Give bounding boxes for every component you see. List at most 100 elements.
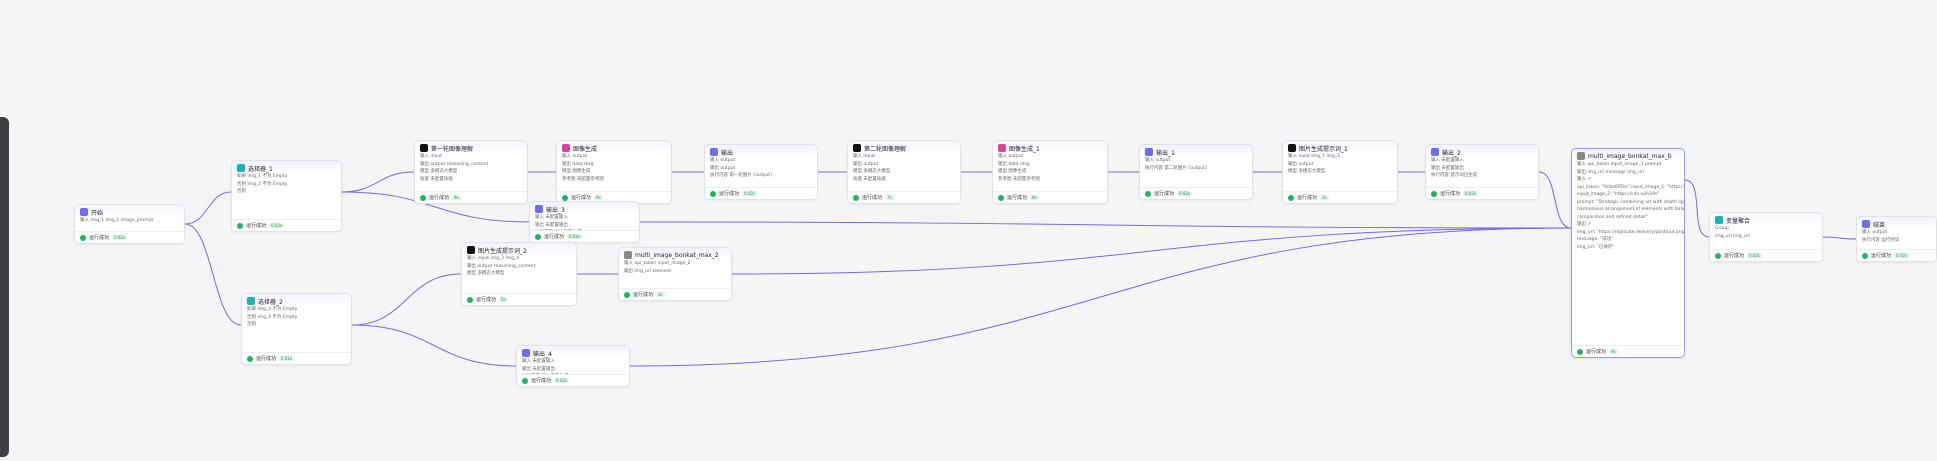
node[interactable]: 开始 输入 img_1 img_2 image_prompt 运行成功 0.02s — [74, 204, 185, 244]
node-row: input_image_2: "https://cdn-ai/h29s" — [1577, 192, 1660, 197]
node-row: 输出 未配置输出 — [1431, 165, 1464, 171]
node-icon — [1288, 144, 1296, 152]
node-row: 输入 output — [562, 154, 588, 159]
status-text: 运行成功 — [571, 195, 592, 201]
node[interactable]: multi_image_bonkat_max_b 输入 api_token inp… — [1571, 148, 1685, 358]
node-header: 输出_3 — [530, 202, 639, 214]
node-title: multi_image_bonkat_max_b — [1588, 152, 1672, 160]
node-header: 选择器_2 — [242, 294, 351, 306]
node-title: 输出_4 — [533, 350, 552, 358]
status-icon — [467, 296, 473, 303]
node-row: 模型 图像生成 — [562, 169, 591, 174]
node-status: 运行成功 9s — [993, 191, 1107, 203]
node[interactable]: multi_image_bonkat_max_2 输入 api_token inp… — [618, 247, 732, 301]
node-row: 输入 img_1 img_2 image_prompt — [80, 218, 154, 223]
node-row: 输入 input img_3 img_4 — [467, 256, 520, 261]
status-text: 运行成功 — [429, 195, 450, 201]
node-row: 输入 input img_1 img_2 — [1288, 154, 1341, 159]
node[interactable]: 图片生成提示词_1 输入 input img_1 img_2 输出 output 模型… — [1282, 140, 1398, 204]
node[interactable]: 图片生成提示词_2 输入 input img_3 img_4 输出 output r… — [461, 242, 577, 306]
node-status: 运行成功 0.02s — [242, 352, 351, 364]
time-badge: 0.02s — [1894, 253, 1910, 258]
status-icon — [1288, 194, 1294, 201]
node[interactable]: 选择器_2 如果 img_3 不为 Empty 否则 img_4 不为 Empty 否… — [241, 293, 352, 365]
node-title: 第一轮图像理解 — [431, 145, 474, 153]
time-badge: 0.02s — [567, 234, 583, 239]
node-row: 如果 img_1 不为 Empty — [237, 174, 288, 179]
node[interactable]: 第一轮图像理解 输入 input 输出 output reasoning_conte… — [414, 140, 528, 204]
node-icon — [420, 144, 428, 152]
status-text: 运行成功 — [719, 191, 740, 197]
node-row: 输入 output — [998, 154, 1024, 159]
edge — [731, 227, 1572, 275]
node-header: 输出 — [705, 145, 817, 157]
node-header: multi_image_bonkat_max_2 — [619, 248, 731, 260]
node-status: 运行成功 0.02s — [75, 231, 184, 243]
node-icon — [1862, 220, 1870, 228]
node-icon — [522, 349, 530, 357]
status-text: 运行成功 — [1440, 191, 1461, 197]
node[interactable]: 图像生成 输入 output 输出 data msg 模型 图像生成 参考图 未配置参考… — [556, 140, 672, 204]
node-row: img_url: "已保存" — [1577, 244, 1615, 250]
node-icon — [1715, 216, 1723, 224]
node-row: harmonious arrangement of elements with … — [1577, 207, 1684, 212]
node-row: 输出 output — [1288, 161, 1314, 167]
node[interactable]: 选择器_1 如果 img_1 不为 Empty 否则 img_2 不为 Empty 否… — [231, 160, 342, 232]
edge — [639, 221, 1572, 229]
node-row: 输入 未配置输入 — [522, 359, 555, 364]
status-icon — [237, 222, 243, 229]
side-handle[interactable] — [0, 117, 9, 457]
node-icon — [1577, 152, 1585, 160]
node-status: 运行成功 9s — [1572, 345, 1684, 357]
node-status: 运行成功 0.02s — [1426, 187, 1538, 199]
status-text: 运行成功 — [476, 297, 497, 303]
node-row: Group — [1715, 226, 1729, 231]
node-row: 模型 多模态大模型 — [1288, 169, 1326, 174]
node[interactable]: 第二轮图像理解 输入 input 输出 output 模型 多模态大模型 技能 未配置技… — [847, 140, 961, 204]
node[interactable]: 变量聚合 Group img_url img_url 运行成功 0.02s — [1709, 212, 1823, 262]
edge — [184, 223, 242, 326]
node-status: 运行成功 0.02s — [530, 230, 639, 242]
node-status: 运行成功 0.02s — [1857, 249, 1936, 261]
node-row: img_url img_url — [1715, 233, 1750, 239]
status-icon — [624, 291, 630, 298]
node[interactable]: 输出 输入 output 输出 output 执行内容 第一轮图片 [output] 运… — [704, 144, 818, 200]
status-icon — [80, 234, 86, 241]
node-title: 第二轮图像理解 — [864, 145, 907, 153]
node-title: 图像生成 — [573, 145, 598, 153]
status-text: 运行成功 — [89, 235, 110, 241]
node-row: 执行内容 第一轮图片 [output] — [710, 173, 772, 178]
status-icon — [853, 194, 859, 201]
time-badge: 9s — [594, 195, 603, 200]
node-row: 模型 多模态大模型 — [420, 169, 458, 174]
status-icon — [1431, 190, 1437, 197]
node[interactable]: 输出_1 输入 output 执行内容 第二轮图片 [output] 运行成功 0.02… — [1139, 144, 1253, 200]
node-row: 输入 output — [1145, 158, 1171, 163]
node-row: 否则 img_4 不为 Empty — [247, 314, 298, 320]
node-row: 输入 api_token input_image_2 — [624, 261, 691, 266]
node[interactable]: 结束 输入 output 执行内容 运行完毕 运行成功 0.02s — [1856, 216, 1937, 262]
node[interactable]: 图像生成_1 输入 output 输出 data msg 模型 图像生成 参考图 未配置… — [992, 140, 1108, 204]
edge — [341, 171, 415, 193]
node-icon — [247, 297, 255, 305]
node-row: 输出 未配置输出 — [522, 366, 555, 372]
time-badge: 0.02s — [742, 191, 758, 196]
edge — [341, 191, 530, 223]
edge — [184, 191, 232, 225]
edge — [1538, 171, 1572, 229]
node-title: 结束 — [1873, 221, 1886, 229]
time-badge: 0.02s — [554, 378, 570, 383]
node-status: 运行成功 3s — [619, 288, 731, 300]
node[interactable]: 输出_2 输入 未配置输入 输出 未配置输出 执行内容 提示词已生成 运行成功 0.02s — [1425, 144, 1539, 200]
node-title: 图像生成_1 — [1009, 145, 1040, 153]
node-status: 运行成功 0.02s — [517, 374, 629, 386]
status-text: 运行成功 — [544, 234, 565, 240]
status-text: 运行成功 — [256, 356, 277, 362]
node-header: 输出_4 — [517, 346, 629, 358]
time-badge: 3s — [656, 292, 665, 297]
edge — [1822, 236, 1857, 240]
